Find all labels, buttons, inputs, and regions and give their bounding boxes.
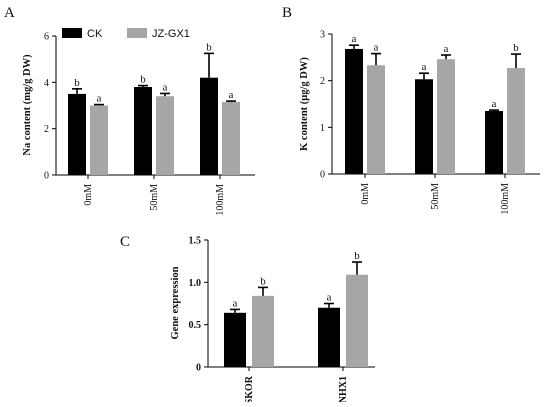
y-tick-label: 1.5 bbox=[189, 236, 202, 247]
panel-letter-b: B bbox=[282, 5, 292, 21]
significance-label: a bbox=[374, 42, 379, 54]
significance-label: a bbox=[97, 93, 102, 105]
bar-jz bbox=[252, 295, 274, 367]
legend-label-jz: JZ-GX1 bbox=[152, 28, 190, 40]
significance-label: a bbox=[444, 43, 449, 55]
chart-panel-b: 0 1 2 3 K content (μg/g DW) 0mM a a 50mM a a 100mM a… bbox=[299, 30, 540, 215]
x-tick-label: SKOR bbox=[244, 375, 255, 402]
significance-label: b bbox=[206, 41, 212, 53]
x-tick-label: 50mM bbox=[149, 184, 160, 211]
bar-jz bbox=[367, 65, 385, 174]
chart-panel-a: 0 2 4 6 Na content (mg/g DW) 0mM b a 50mM b a 100mM… bbox=[22, 32, 255, 216]
bar-jz bbox=[222, 102, 240, 175]
y-tick-label: 0 bbox=[196, 363, 201, 374]
significance-label: b bbox=[513, 42, 519, 54]
y-axis-label: Gene expression bbox=[170, 266, 181, 339]
x-tick-label: 50mM bbox=[430, 183, 441, 210]
y-axis-label: Na content (mg/g DW) bbox=[22, 54, 33, 156]
bar-ck bbox=[134, 86, 152, 175]
bar-ck bbox=[68, 93, 86, 175]
bar-ck bbox=[224, 312, 246, 367]
significance-label: a bbox=[422, 61, 427, 73]
significance-label: b bbox=[260, 275, 266, 287]
y-tick-label: 1.0 bbox=[189, 278, 202, 289]
chart-panel-c: 0 0.5 1.0 1.5 Gene expression SKOR a b NHX1 a b bbox=[170, 236, 375, 404]
x-tick-label: 0mM bbox=[360, 183, 371, 205]
bar-ck bbox=[200, 77, 218, 175]
legend-label-ck: CK bbox=[87, 28, 103, 40]
panel-letter-c: C bbox=[120, 234, 130, 250]
y-axis-label: K content (μg/g DW) bbox=[299, 57, 310, 151]
y-tick-label: 0 bbox=[320, 170, 325, 181]
y-tick-label: 1 bbox=[320, 123, 325, 134]
bar-jz bbox=[346, 274, 368, 367]
significance-label: a bbox=[492, 98, 497, 110]
y-tick-label: 2 bbox=[320, 76, 325, 87]
y-tick-label: 0.5 bbox=[189, 320, 202, 331]
y-tick-label: 3 bbox=[320, 30, 325, 41]
y-tick-label: 6 bbox=[44, 32, 49, 43]
significance-label: a bbox=[327, 292, 332, 304]
significance-label: a bbox=[229, 89, 234, 101]
bar-ck bbox=[345, 48, 363, 174]
legend-swatch-ck bbox=[62, 28, 82, 38]
y-tick-label: 2 bbox=[44, 124, 49, 135]
y-tick-label: 0 bbox=[44, 171, 49, 182]
significance-label: a bbox=[233, 297, 238, 309]
significance-label: b bbox=[74, 77, 80, 89]
legend: CK JZ-GX1 bbox=[62, 28, 190, 40]
bar-ck bbox=[485, 111, 503, 174]
x-tick-label: 0mM bbox=[83, 184, 94, 206]
x-tick-label: 100mM bbox=[500, 183, 511, 215]
significance-label: a bbox=[163, 81, 168, 93]
bar-jz bbox=[90, 105, 108, 175]
legend-swatch-jz bbox=[127, 28, 147, 38]
bar-jz bbox=[507, 68, 525, 174]
y-tick-label: 4 bbox=[44, 78, 49, 89]
bar-jz bbox=[437, 59, 455, 175]
bar-ck bbox=[318, 307, 340, 367]
bar-jz bbox=[156, 96, 174, 175]
x-tick-label: NHX1 bbox=[338, 376, 349, 402]
bar-ck bbox=[415, 79, 433, 174]
significance-label: a bbox=[352, 33, 357, 45]
x-tick-label: 100mM bbox=[215, 184, 226, 216]
significance-label: b bbox=[140, 74, 146, 86]
significance-label: b bbox=[354, 250, 360, 262]
panel-letter-a: A bbox=[4, 5, 15, 21]
